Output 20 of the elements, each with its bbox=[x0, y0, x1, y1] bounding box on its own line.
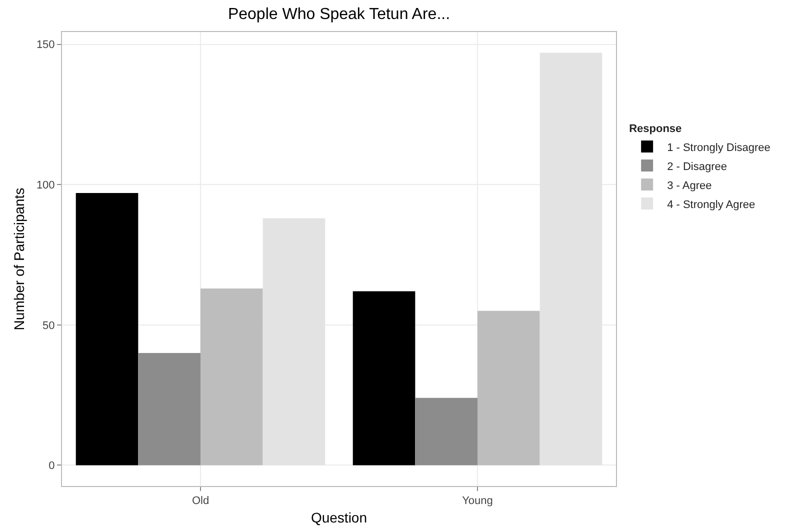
legend-title: Response bbox=[629, 123, 682, 135]
bar bbox=[352, 291, 416, 466]
y-tick-label: 100 bbox=[36, 179, 55, 192]
chart-title: People Who Speak Tetun Are... bbox=[228, 6, 450, 24]
y-tick-label: 50 bbox=[42, 320, 55, 332]
x-tick-label: Young bbox=[462, 495, 493, 508]
bar bbox=[200, 288, 263, 466]
bar bbox=[76, 193, 138, 466]
legend-label: 2 - Disagree bbox=[667, 160, 727, 173]
bar bbox=[415, 398, 478, 466]
y-tick-label: 150 bbox=[36, 39, 55, 52]
bar bbox=[478, 310, 540, 466]
legend-label: 1 - Strongly Disagree bbox=[667, 142, 770, 154]
legend-label: 4 - Strongly Agree bbox=[667, 198, 756, 211]
legend-label: 3 - Agree bbox=[667, 180, 712, 192]
y-tick-label: 0 bbox=[48, 460, 55, 472]
y-axis-title: Number of Participants bbox=[11, 188, 27, 330]
bar bbox=[138, 353, 200, 466]
x-axis-title: Question bbox=[310, 510, 368, 526]
x-tick-label: Old bbox=[192, 495, 210, 508]
